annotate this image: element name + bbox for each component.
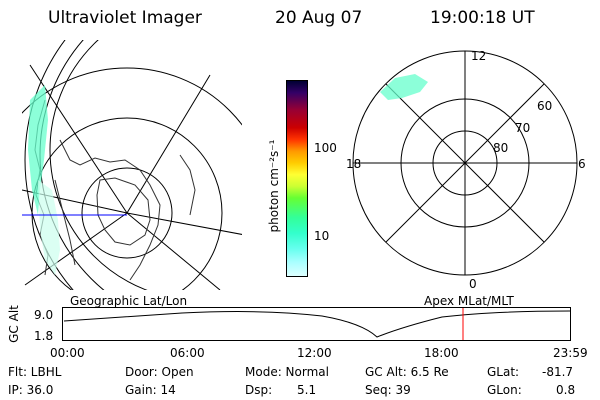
geographic-map bbox=[22, 40, 242, 290]
status-glon-label: GLon: bbox=[487, 383, 522, 397]
lat-circle bbox=[24, 40, 74, 290]
meridian-line bbox=[126, 212, 242, 235]
colorbar bbox=[286, 80, 308, 277]
time-label: 19:00:18 UT bbox=[430, 8, 535, 28]
orbit-xtick-1200: 12:00 bbox=[297, 346, 332, 360]
lat-circle bbox=[81, 167, 173, 259]
orbit-ylabel: GC Alt bbox=[7, 305, 21, 343]
aurora-patch bbox=[38, 180, 60, 275]
status-gc-alt: GC Alt: 6.5 Re bbox=[365, 365, 449, 379]
geo-map-label: Geographic Lat/Lon bbox=[70, 294, 188, 308]
mlt-line-diagonal bbox=[385, 83, 545, 243]
orbit-plot bbox=[62, 307, 571, 341]
mlat-map-label: Apex MLat/MLT bbox=[424, 294, 514, 308]
aurora-patch bbox=[28, 85, 48, 215]
colorbar-tick-100: 100 bbox=[314, 141, 337, 155]
meridian-line bbox=[24, 212, 128, 286]
orbit-ytick-9: 9.0 bbox=[34, 308, 54, 322]
status-dsp-label: Dsp: bbox=[245, 383, 273, 397]
status-glat-value: -81.7 bbox=[542, 365, 574, 379]
status-gain: Gain: 14 bbox=[125, 383, 176, 397]
coastline bbox=[179, 154, 196, 216]
lat-circle bbox=[22, 67, 242, 126]
aurora-patch bbox=[380, 74, 428, 100]
status-dsp-value: 5.1 bbox=[297, 383, 317, 397]
status-door: Door: Open bbox=[125, 365, 194, 379]
coastline bbox=[54, 179, 76, 266]
mlat-label-70: 70 bbox=[515, 121, 530, 135]
status-ip: IP: 36.0 bbox=[8, 383, 54, 397]
coastline bbox=[96, 177, 151, 246]
mlat-mlt-map: 12 0 18 6 60 70 80 bbox=[346, 49, 586, 291]
mlt-label-6: 6 bbox=[578, 157, 586, 171]
lat-circle bbox=[49, 40, 148, 290]
mlat-label-80: 80 bbox=[493, 141, 508, 155]
mlt-label-0: 0 bbox=[469, 277, 477, 291]
meridian-line bbox=[126, 74, 211, 214]
instrument-title: Ultraviolet Imager bbox=[48, 8, 202, 28]
meridian-line bbox=[126, 212, 221, 290]
status-glat-label: GLat: bbox=[487, 365, 520, 379]
mlt-label-12: 12 bbox=[471, 49, 486, 63]
status-mode: Mode: Normal bbox=[245, 365, 329, 379]
status-glon-value: 0.8 bbox=[556, 383, 576, 397]
date-label: 20 Aug 07 bbox=[275, 8, 363, 28]
coastline bbox=[59, 139, 161, 281]
mlt-label-18: 18 bbox=[346, 157, 361, 171]
orbit-xtick-2359: 23:59 bbox=[553, 346, 588, 360]
mlat-label-60: 60 bbox=[537, 99, 552, 113]
meridian-line bbox=[29, 64, 128, 214]
orbit-xtick-0600: 06:00 bbox=[170, 346, 205, 360]
altitude-curve bbox=[63, 310, 571, 338]
colorbar-tick-10: 10 bbox=[314, 229, 330, 243]
orbit-xtick-0000: 00:00 bbox=[50, 346, 85, 360]
colorbar-unit-label: photon cm⁻²s⁻¹ bbox=[267, 139, 281, 233]
status-filter: Flt: LBHL bbox=[8, 365, 62, 379]
orbit-ytick-1.8: 1.8 bbox=[34, 329, 54, 343]
status-seq: Seq: 39 bbox=[365, 383, 411, 397]
orbit-xtick-1800: 18:00 bbox=[424, 346, 459, 360]
